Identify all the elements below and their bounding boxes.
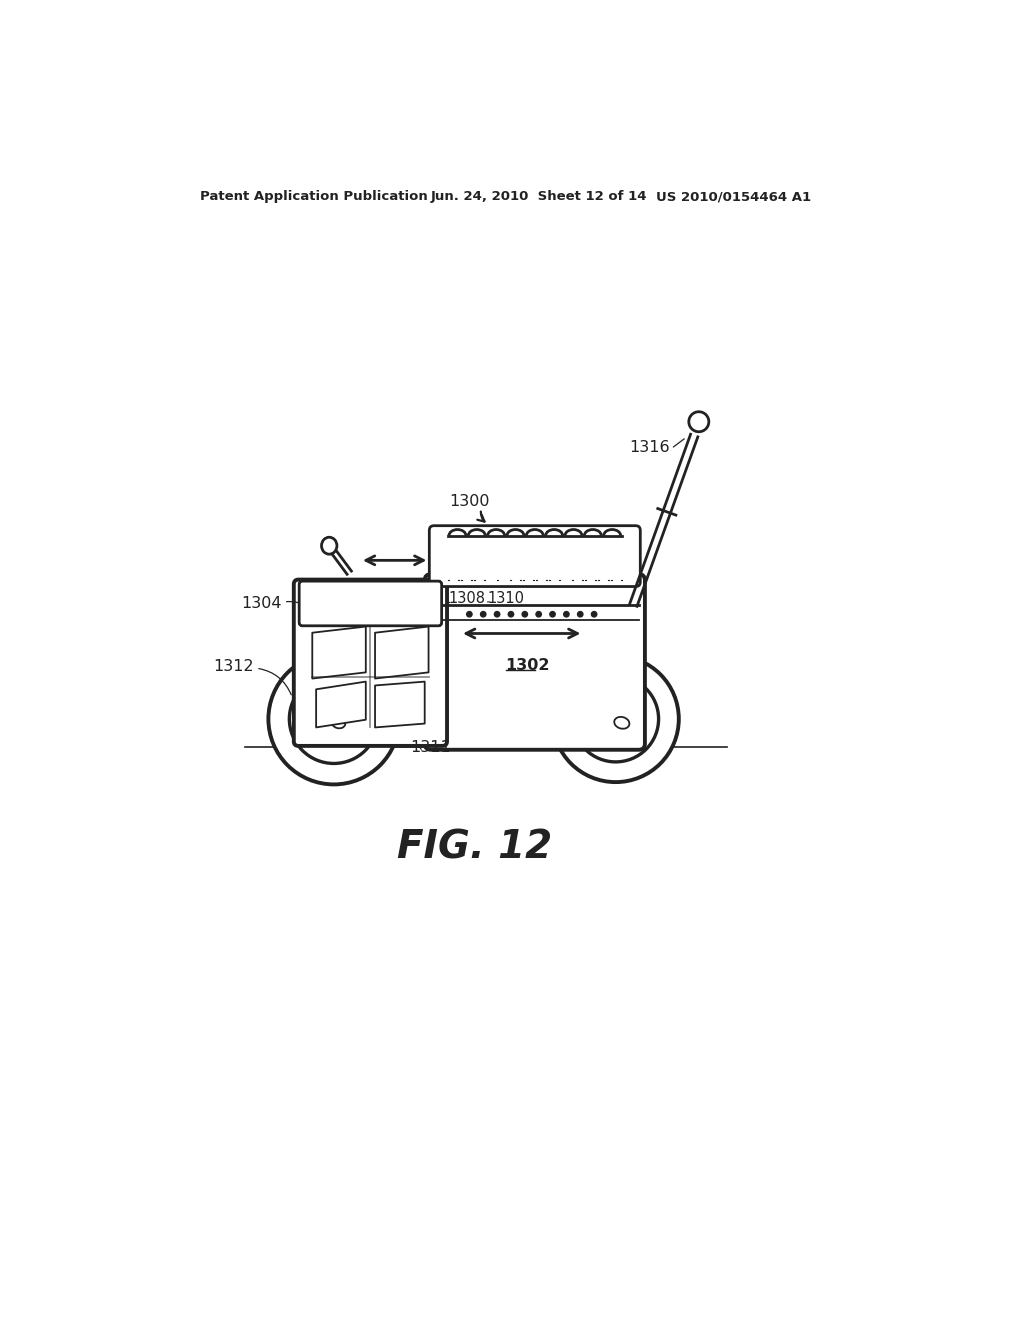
Text: 1300: 1300 [450, 494, 489, 508]
Circle shape [563, 611, 569, 616]
Polygon shape [312, 627, 366, 678]
Text: 1304: 1304 [241, 595, 282, 611]
Text: 1311: 1311 [411, 741, 452, 755]
Circle shape [578, 611, 583, 616]
Polygon shape [375, 627, 429, 678]
Text: 1302: 1302 [506, 657, 550, 673]
Text: FIG. 12: FIG. 12 [397, 829, 552, 866]
Text: Jun. 24, 2010  Sheet 12 of 14: Jun. 24, 2010 Sheet 12 of 14 [431, 190, 647, 203]
Text: 1310: 1310 [487, 591, 524, 606]
Text: 1316: 1316 [629, 440, 670, 454]
FancyBboxPatch shape [294, 579, 447, 746]
Ellipse shape [332, 717, 345, 729]
Circle shape [467, 611, 472, 616]
Circle shape [268, 653, 399, 784]
Circle shape [550, 611, 555, 616]
Text: 1308: 1308 [449, 591, 485, 606]
Text: US 2010/0154464 A1: US 2010/0154464 A1 [656, 190, 812, 203]
FancyBboxPatch shape [299, 581, 441, 626]
Circle shape [290, 675, 378, 763]
Circle shape [522, 611, 527, 616]
Circle shape [508, 611, 514, 616]
Circle shape [572, 676, 658, 762]
Circle shape [495, 611, 500, 616]
Circle shape [536, 611, 542, 616]
Circle shape [480, 611, 486, 616]
FancyBboxPatch shape [425, 574, 645, 750]
Ellipse shape [614, 717, 630, 729]
Circle shape [592, 611, 597, 616]
Text: 1312: 1312 [213, 659, 254, 675]
Polygon shape [375, 681, 425, 727]
Circle shape [689, 412, 709, 432]
Ellipse shape [322, 537, 337, 554]
Circle shape [553, 656, 679, 781]
FancyBboxPatch shape [429, 525, 640, 586]
Polygon shape [316, 681, 366, 727]
Text: Patent Application Publication: Patent Application Publication [200, 190, 428, 203]
